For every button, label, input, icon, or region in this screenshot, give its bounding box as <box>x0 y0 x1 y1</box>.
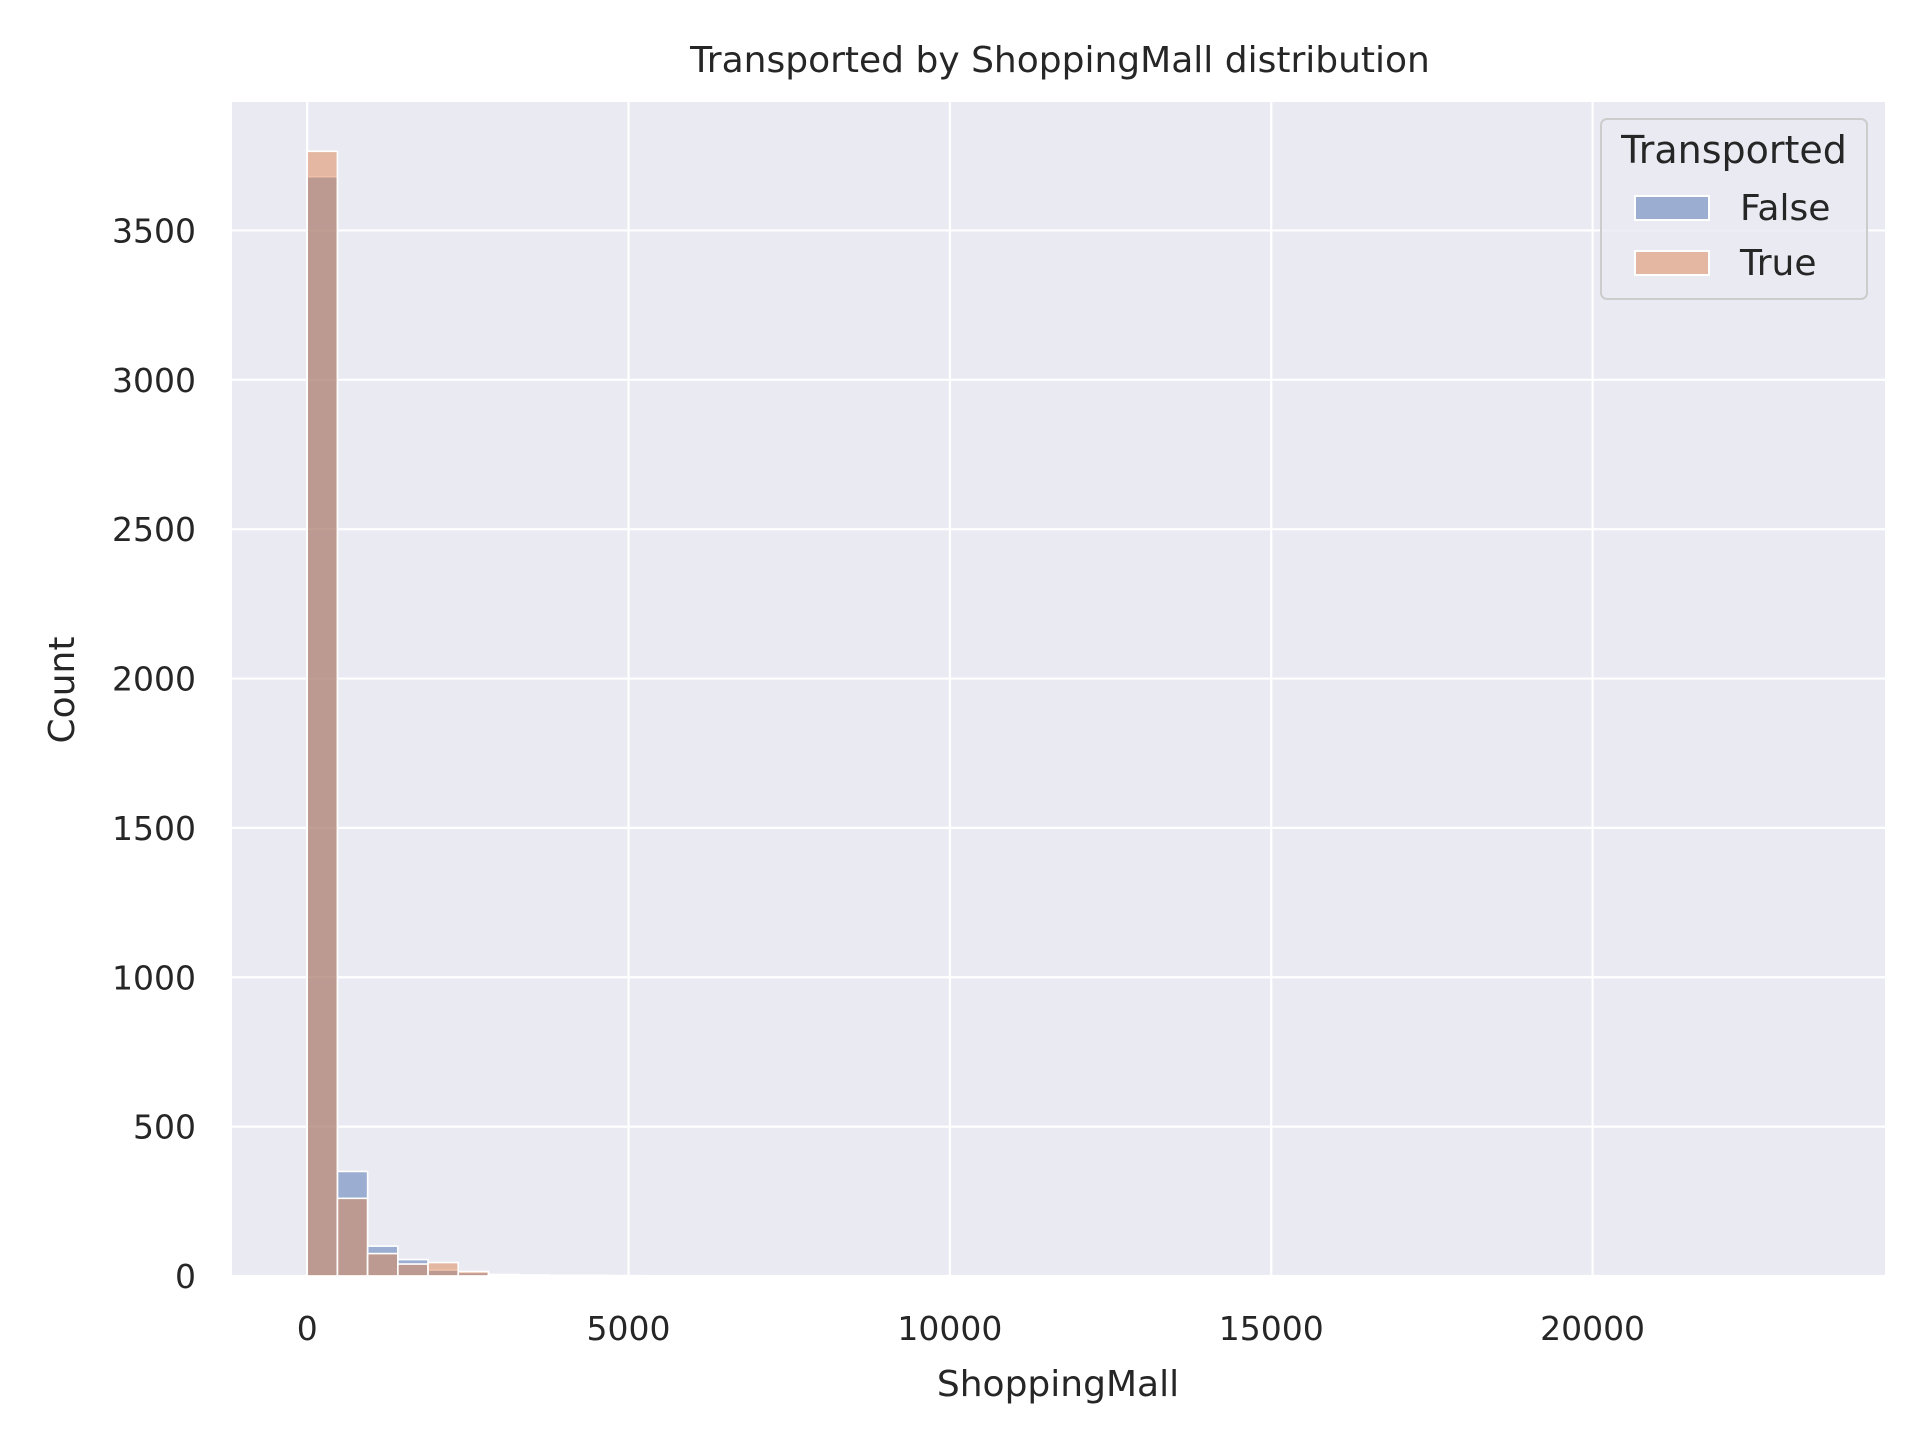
x-tick-label: 10000 <box>897 1309 1002 1348</box>
histogram-bar-true <box>306 150 339 1277</box>
y-tick-label: 1000 <box>112 958 196 997</box>
y-tick-labels: 0 500 1000 1500 2000 2500 3000 3500 <box>112 211 196 1296</box>
histogram-bar-true <box>548 1274 580 1277</box>
histogram-bar-true <box>366 1252 399 1277</box>
x-axis-label: ShoppingMall <box>937 1364 1179 1405</box>
x-tick-label: 5000 <box>587 1309 671 1348</box>
legend-label-true: True <box>1739 243 1816 284</box>
y-tick-label: 2000 <box>112 660 196 699</box>
histogram-bar-true <box>397 1263 429 1277</box>
y-tick-label: 3000 <box>112 361 196 400</box>
y-axis-label: Count <box>42 637 83 744</box>
y-tick-label: 0 <box>175 1257 196 1296</box>
histogram-bar-true <box>336 1197 369 1277</box>
histogram-bar-true <box>517 1274 550 1277</box>
chart-title: Transported by ShoppingMall distribution <box>689 40 1430 81</box>
legend-swatch-true <box>1634 250 1710 276</box>
x-tick-labels: 0 5000 10000 15000 20000 <box>297 1309 1645 1348</box>
histogram-bar-true <box>427 1261 460 1277</box>
y-tick-label: 500 <box>133 1108 196 1147</box>
histogram-bar-true <box>487 1273 520 1277</box>
legend: Transported False True <box>1600 118 1868 300</box>
x-tick-label: 0 <box>297 1309 318 1348</box>
legend-title: Transported <box>1620 128 1847 172</box>
legend-swatch-false <box>1634 195 1710 221</box>
x-tick-label: 15000 <box>1219 1309 1324 1348</box>
y-tick-label: 2500 <box>112 510 196 549</box>
y-tick-label: 1500 <box>112 809 196 848</box>
histogram-bar-true <box>457 1270 490 1277</box>
histogram-bars <box>306 150 641 1277</box>
y-tick-label: 3500 <box>112 211 196 250</box>
x-tick-label: 20000 <box>1540 1309 1645 1348</box>
legend-label-false: False <box>1740 188 1830 229</box>
